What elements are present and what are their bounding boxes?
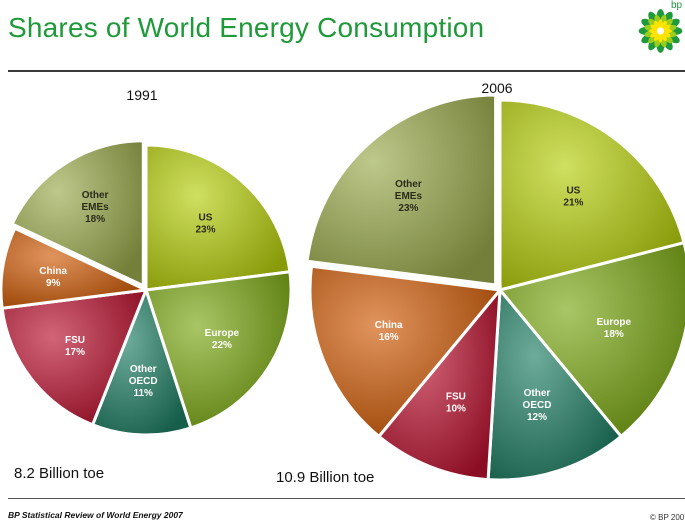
title-divider: [8, 70, 685, 72]
slice-label-2006-fsu-0: FSU: [446, 391, 466, 402]
chart-title-2006: 2006: [481, 80, 512, 96]
slice-label-2006-other-emes-0: Other: [395, 179, 422, 190]
chart-title-1991: 1991: [126, 87, 157, 103]
pie-slice-2006-us: [498, 98, 685, 292]
slice-label-1991-other-emes-1: EMEs: [81, 202, 109, 213]
pie-slice-2006-other-oecd: [486, 286, 624, 482]
slice-label-2006-fsu-1: 10%: [446, 403, 466, 414]
copyright-note: © BP 2007: [650, 513, 685, 522]
chart-total-2006: 10.9 Billion toe: [276, 469, 374, 486]
pie-slice-1991-fsu: [0, 288, 149, 427]
pie-slice-1991-europe: [144, 270, 293, 430]
slice-label-1991-europe-1: 22%: [212, 340, 232, 351]
slice-label-1991-us-0: US: [199, 213, 213, 224]
slice-label-2006-china-1: 16%: [379, 332, 399, 343]
pie-slice-1991-us: [144, 143, 292, 292]
bp-helios-logo: [638, 9, 683, 53]
slice-label-1991-fsu-1: 17%: [65, 347, 85, 358]
pie-slice-2006-china: [308, 264, 503, 439]
pie-slice-1991-china: [0, 226, 152, 310]
slice-label-2006-other-emes-1: EMEs: [395, 191, 423, 202]
slice-label-2006-us-0: US: [566, 185, 580, 196]
slice-label-1991-china-0: China: [39, 266, 67, 277]
slice-label-1991-us-1: 23%: [195, 225, 215, 236]
logo-wordmark: bp: [671, 0, 683, 11]
slice-label-2006-other-oecd-0: Other: [524, 388, 551, 399]
pie-slice-1991-other-emes: [10, 139, 145, 289]
slice-label-2006-other-oecd-2: 12%: [527, 412, 547, 423]
slice-label-1991-other-oecd-2: 11%: [133, 388, 153, 399]
slice-label-1991-other-emes-2: 18%: [85, 214, 105, 225]
slice-label-2006-other-emes-2: 23%: [398, 203, 418, 214]
slice-label-2006-us-1: 21%: [563, 197, 583, 208]
slice-label-1991-other-emes-0: Other: [82, 190, 109, 201]
slice-label-2006-china-0: China: [375, 320, 403, 331]
slice-label-1991-other-oecd-0: Other: [130, 364, 157, 375]
footer-divider: [8, 498, 685, 499]
slice-label-2006-other-oecd-1: OECD: [523, 400, 552, 411]
slice-label-2006-europe-1: 18%: [604, 329, 624, 340]
pie-slice-2006-europe: [497, 240, 685, 439]
page-title: Shares of World Energy Consumption: [8, 12, 485, 43]
pie-slice-2006-other-emes: [305, 93, 498, 287]
pie-slice-2006-fsu: [376, 285, 502, 482]
slice-label-1991-other-oecd-1: OECD: [129, 376, 158, 387]
pie-slice-1991-other-oecd: [90, 285, 193, 437]
chart-total-1991: 8.2 Billion toe: [14, 465, 104, 482]
slice-label-1991-fsu-0: FSU: [65, 335, 85, 346]
slice-label-1991-europe-0: Europe: [205, 328, 240, 339]
slice-label-1991-china-1: 9%: [46, 278, 61, 289]
slice-label-2006-europe-0: Europe: [597, 317, 632, 328]
source-note: BP Statistical Review of World Energy 20…: [8, 510, 183, 520]
